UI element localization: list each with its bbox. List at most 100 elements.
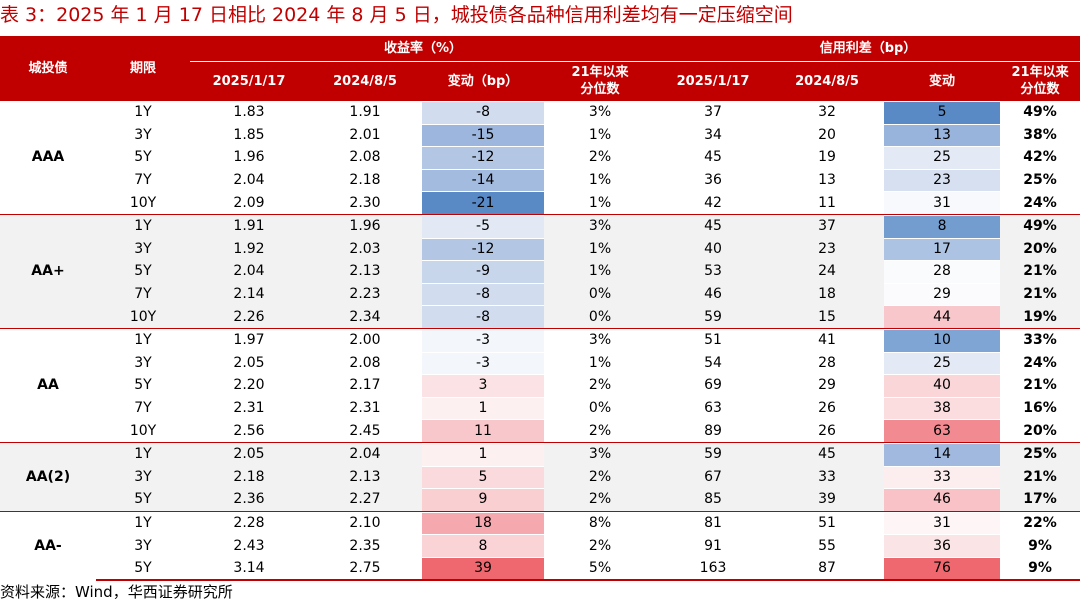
spread-change-cell: 76 xyxy=(884,556,1001,582)
yield-percentile-cell: 0% xyxy=(588,400,612,417)
table-row: 3Y 2.05 2.08 -3 1% 54 28 25 24% xyxy=(0,351,1080,375)
header-yield-group: 收益率（%） xyxy=(190,36,657,62)
rating-group-label: AAA xyxy=(0,100,96,215)
spread-2025-cell: 51 xyxy=(656,327,771,352)
yield-2025-cell: 2.14 xyxy=(190,282,308,306)
header-yield-date1: 2025/1/17 xyxy=(190,61,308,101)
spread-change-cell: 29 xyxy=(884,282,1001,306)
spread-2024-cell: 13 xyxy=(818,172,836,189)
term-cell: 10Y xyxy=(129,194,157,211)
rating-group-label: AA- xyxy=(0,510,96,581)
table-row: 3Y 2.18 2.13 5 2% 67 33 33 21% xyxy=(0,465,1080,489)
term-cell: 7Y xyxy=(134,172,152,189)
header-term: 期限 xyxy=(96,36,190,101)
table-row: AA 1Y 1.97 2.00 -3 3% 51 41 10 33% xyxy=(0,327,1080,443)
yield-2025-cell: 2.56 xyxy=(233,422,265,439)
table-row: AA- 1Y 2.28 2.10 18 8% 81 51 31 22% xyxy=(0,510,1080,581)
spread-change-cell: 28 xyxy=(884,260,1001,283)
spread-percentile-cell: 33% xyxy=(1000,327,1080,352)
yield-change-cell: 11 xyxy=(422,419,544,443)
term-cell: 5Y xyxy=(134,377,152,394)
yield-2024-cell: 2.13 xyxy=(308,465,422,489)
term-cell: 7Y xyxy=(96,282,190,306)
yield-percentile-cell: 0% xyxy=(544,282,657,306)
yield-2025-cell: 2.26 xyxy=(190,305,308,329)
yield-change-cell: -14 xyxy=(422,168,544,192)
header-spread-change: 变动 xyxy=(884,61,1001,101)
term-cell: 5Y xyxy=(96,260,190,283)
spread-percentile-cell: 24% xyxy=(1023,354,1057,371)
spread-change-cell: 44 xyxy=(884,305,1001,329)
term-cell: 3Y xyxy=(134,126,152,143)
table-row: 5Y 2.04 2.13 -9 1% 53 24 28 21% xyxy=(0,260,1080,283)
spread-2024-cell: 26 xyxy=(818,422,836,439)
yield-2025-cell: 1.85 xyxy=(233,126,265,143)
yield-2024-cell: 2.30 xyxy=(349,194,381,211)
table-body: AAA 1Y 1.83 1.91 -8 3% 37 32 5 49% 3Y 1.85 2.01 -15 1%… xyxy=(0,99,1080,582)
term-cell: 3Y xyxy=(96,465,190,489)
yield-2025-cell: 2.20 xyxy=(233,377,265,394)
yield-2024-cell: 1.91 xyxy=(308,99,422,124)
term-cell: 5Y xyxy=(96,488,190,512)
spread-change-cell: 10 xyxy=(884,327,1001,352)
spread-2024-cell: 20 xyxy=(818,126,836,143)
spread-2025-cell: 34 xyxy=(704,126,722,143)
spread-2024-cell: 26 xyxy=(818,400,836,417)
yield-2024-cell: 2.03 xyxy=(308,237,422,261)
term-cell: 7Y xyxy=(134,400,152,417)
yield-2025-cell: 2.05 xyxy=(233,354,265,371)
yield-change-cell: -21 xyxy=(422,191,544,215)
yield-percentile-cell: 3% xyxy=(544,99,657,124)
spread-2025-cell: 67 xyxy=(656,465,771,489)
spread-percentile-cell: 21% xyxy=(1000,260,1080,283)
spread-2025-cell: 45 xyxy=(656,213,771,238)
spread-2024-cell: 45 xyxy=(770,441,885,466)
source-note: 资料来源：Wind，华西证券研究所 xyxy=(0,583,233,601)
yield-2025-cell: 1.91 xyxy=(190,213,308,238)
yield-2025-cell: 2.28 xyxy=(190,510,308,535)
yield-percentile-cell: 2% xyxy=(588,149,612,166)
yield-2025-cell: 1.83 xyxy=(190,99,308,124)
spread-2024-cell: 24 xyxy=(770,260,885,283)
yield-2024-cell: 2.35 xyxy=(349,537,381,554)
spread-percentile-cell: 25% xyxy=(1023,172,1057,189)
yield-2025-cell: 1.96 xyxy=(233,149,265,166)
yield-2024-cell: 2.00 xyxy=(308,327,422,352)
yield-2024-cell: 2.27 xyxy=(308,488,422,512)
yield-percentile-cell: 2% xyxy=(588,537,612,554)
yield-change-cell: -12 xyxy=(422,237,544,261)
spread-2024-cell: 37 xyxy=(770,213,885,238)
yield-2025-cell: 2.05 xyxy=(190,441,308,466)
spread-2024-cell: 15 xyxy=(770,305,885,329)
header-spread-percentile: 21年以来 分位数 xyxy=(1000,61,1080,101)
spread-change-cell: 38 xyxy=(884,396,1001,420)
spread-percentile-cell: 25% xyxy=(1000,441,1080,466)
term-cell: 10Y xyxy=(96,305,190,329)
yield-2025-cell: 2.31 xyxy=(233,400,265,417)
spread-change-cell: 14 xyxy=(884,441,1001,466)
header-yield-change: 变动（bp） xyxy=(422,61,544,101)
table-row: 5Y 2.20 2.17 3 2% 69 29 40 21% xyxy=(0,374,1080,397)
yield-percentile-cell: 1% xyxy=(544,260,657,283)
spread-2024-cell: 29 xyxy=(818,377,836,394)
header-spread-date1: 2025/1/17 xyxy=(656,61,771,101)
yield-2024-cell: 1.96 xyxy=(308,213,422,238)
spread-percentile-cell: 20% xyxy=(1000,237,1080,261)
yield-2025-cell: 2.36 xyxy=(190,488,308,512)
spread-percentile-cell: 49% xyxy=(1000,213,1080,238)
yield-2024-cell: 2.13 xyxy=(308,260,422,283)
spread-2025-cell: 40 xyxy=(656,237,771,261)
spread-2025-cell: 163 xyxy=(656,556,771,582)
header-issuer: 城投债 xyxy=(0,36,96,101)
yield-2024-cell: 2.01 xyxy=(349,126,381,143)
spread-2025-cell: 45 xyxy=(704,149,722,166)
term-cell: 3Y xyxy=(134,537,152,554)
yield-2025-cell: 2.18 xyxy=(190,465,308,489)
spread-change-cell: 40 xyxy=(884,374,1001,397)
spread-2025-cell: 85 xyxy=(656,488,771,512)
table-row: 3Y 2.43 2.35 8 2% 91 55 36 9% xyxy=(0,534,1080,557)
yield-percentile-cell: 1% xyxy=(544,237,657,261)
table-row: 3Y 1.85 2.01 -15 1% 34 20 13 38% xyxy=(0,123,1080,147)
yield-2024-cell: 2.10 xyxy=(308,510,422,535)
table-row: 7Y 2.04 2.18 -14 1% 36 13 23 25% xyxy=(0,168,1080,192)
